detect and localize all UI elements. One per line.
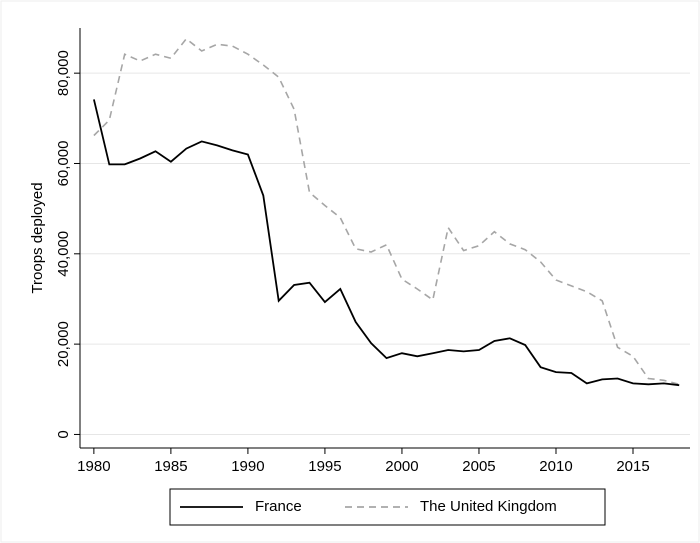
- x-tick-label: 1990: [231, 458, 264, 475]
- x-tick-label: 2000: [385, 458, 418, 475]
- series-line: [93, 37, 680, 386]
- y-tick-label: 0: [55, 430, 72, 438]
- y-axis-label: Troops deployed: [29, 182, 46, 293]
- x-tick-label: 2015: [616, 458, 649, 475]
- y-tick-label: 20,000: [55, 321, 72, 367]
- y-tick-label: 40,000: [55, 231, 72, 277]
- x-tick-label: 1985: [154, 458, 187, 475]
- x-tick-label: 1995: [308, 458, 341, 475]
- series-line: [93, 99, 680, 387]
- x-tick-label: 2005: [462, 458, 495, 475]
- legend-label: France: [255, 498, 302, 515]
- y-tick-label: 80,000: [55, 50, 72, 96]
- legend-label: The United Kingdom: [420, 498, 557, 515]
- x-tick-label: 1980: [77, 458, 110, 475]
- y-tick-label: 60,000: [55, 141, 72, 187]
- x-tick-label: 2010: [539, 458, 572, 475]
